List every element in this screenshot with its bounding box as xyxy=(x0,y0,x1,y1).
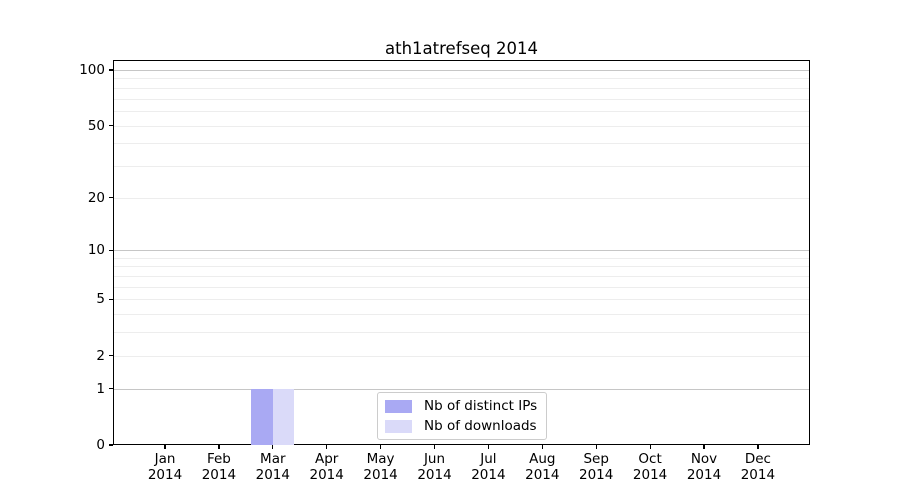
y-tick-label: 1 xyxy=(96,380,105,397)
x-tick-label: Nov 2014 xyxy=(686,451,722,483)
x-tick-label: May 2014 xyxy=(363,451,398,483)
y-tick-mark xyxy=(109,124,113,127)
y-tick-mark xyxy=(109,298,113,301)
gridline-minor xyxy=(114,299,809,301)
x-tick-label: Feb 2014 xyxy=(201,451,237,483)
gridline-minor xyxy=(114,197,809,199)
y-tick-mark xyxy=(109,249,113,251)
x-tick-label: Mar 2014 xyxy=(255,451,290,483)
x-tick-mark xyxy=(164,445,166,449)
legend: Nb of distinct IPs Nb of downloads xyxy=(377,392,548,440)
y-tick-label: 2 xyxy=(96,347,105,364)
x-tick-mark xyxy=(326,445,328,449)
x-tick-mark xyxy=(272,445,274,449)
y-tick-mark xyxy=(109,444,113,446)
x-tick-label: Jun 2014 xyxy=(417,451,452,483)
x-tick-label: Apr 2014 xyxy=(309,451,344,483)
gridline-minor xyxy=(114,257,809,259)
plot-area xyxy=(113,60,810,445)
gridline-minor xyxy=(114,125,809,127)
y-tick-mark xyxy=(109,388,113,390)
gridline-minor xyxy=(114,87,809,89)
gridline-minor xyxy=(114,276,809,278)
legend-entry-downloads: Nb of downloads xyxy=(385,418,537,434)
gridline-major xyxy=(114,388,809,390)
bar-distinct-ips-mar-2014 xyxy=(251,388,273,445)
gridline-minor xyxy=(114,143,809,145)
y-tick-label: 20 xyxy=(87,189,105,206)
x-tick-label: Jul 2014 xyxy=(471,451,506,483)
x-tick-mark xyxy=(703,445,705,449)
x-tick-label: Oct 2014 xyxy=(632,451,668,483)
x-tick-mark xyxy=(433,445,436,449)
gridline-major xyxy=(114,250,809,252)
y-tick-mark xyxy=(109,69,113,71)
y-tick-label: 0 xyxy=(96,437,105,453)
gridline-minor xyxy=(114,98,809,100)
legend-swatch-downloads-icon xyxy=(385,419,412,433)
x-tick-label: Aug 2014 xyxy=(525,451,560,483)
gridline-minor xyxy=(114,286,809,288)
y-tick-label: 10 xyxy=(87,242,105,259)
x-tick-mark xyxy=(487,445,490,449)
bar-downloads-mar-2014 xyxy=(272,388,295,445)
gridline-minor xyxy=(114,332,809,334)
gridline-minor xyxy=(114,266,809,268)
x-tick-label: Dec 2014 xyxy=(740,451,776,483)
x-tick-mark xyxy=(595,445,597,449)
gridline-minor xyxy=(114,78,809,80)
legend-label-distinct-ips: Nb of distinct IPs xyxy=(424,398,538,414)
x-tick-mark xyxy=(757,445,759,449)
y-tick-label: 100 xyxy=(79,62,105,78)
x-tick-mark xyxy=(218,445,220,449)
x-tick-label: Jan 2014 xyxy=(147,451,183,483)
gridline-minor xyxy=(114,110,809,112)
x-tick-mark xyxy=(380,445,382,449)
y-tick-mark xyxy=(109,355,113,357)
gridline-minor xyxy=(114,355,809,357)
x-tick-mark xyxy=(541,445,543,449)
y-tick-label: 5 xyxy=(96,291,105,308)
x-tick-label: Sep 2014 xyxy=(579,451,614,483)
gridline-minor xyxy=(114,165,809,167)
legend-entry-distinct-ips: Nb of distinct IPs xyxy=(385,398,537,414)
y-tick-label: 50 xyxy=(87,117,105,134)
legend-label-downloads: Nb of downloads xyxy=(424,418,537,434)
gridline-major xyxy=(114,70,809,71)
y-tick-mark xyxy=(109,197,113,199)
legend-swatch-distinct-ips-icon xyxy=(385,399,412,413)
chart-title: ath1atrefseq 2014 xyxy=(385,39,538,58)
gridline-minor xyxy=(114,314,809,316)
x-tick-mark xyxy=(649,445,651,449)
